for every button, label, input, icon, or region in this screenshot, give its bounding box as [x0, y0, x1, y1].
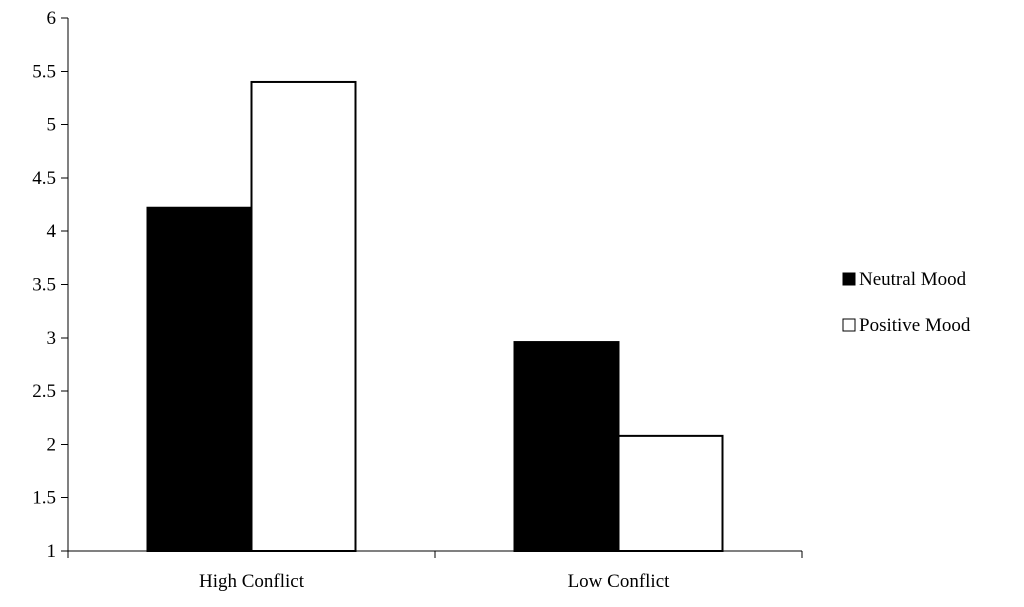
y-tick-label: 1.5 [32, 488, 56, 509]
y-tick-label: 2 [47, 434, 57, 455]
legend: Neutral Mood Positive Mood [842, 269, 971, 336]
y-tick-label: 4 [47, 221, 57, 242]
bar-positive-mood-low-conflict [617, 434, 724, 553]
y-axis-ticks: 1 1.5 2 2.5 3 3.5 4 4.5 5 5.5 6 [32, 8, 68, 562]
x-axis-ticks: High Conflict Low Conflict [67, 551, 803, 592]
x-tick-label: Low Conflict [568, 571, 671, 592]
y-tick-label: 3 [47, 328, 57, 349]
bar-positive-mood-high-conflict [250, 80, 357, 553]
legend-label: Positive Mood [859, 315, 971, 336]
y-tick-label: 2.5 [32, 381, 56, 402]
legend-swatch-positive-mood [842, 318, 856, 332]
y-tick-label: 5 [47, 115, 57, 136]
x-tick-label: High Conflict [199, 571, 305, 592]
legend-label: Neutral Mood [859, 269, 967, 290]
y-tick-label: 5.5 [32, 61, 56, 82]
y-tick-label: 3.5 [32, 275, 56, 296]
bar-neutral-mood-high-conflict [146, 206, 253, 553]
y-tick-label: 6 [47, 8, 57, 29]
bar-neutral-mood-low-conflict [513, 341, 620, 552]
y-tick-label: 4.5 [32, 168, 56, 189]
y-tick-label: 1 [47, 541, 57, 562]
bars-group [146, 80, 724, 553]
legend-swatch-neutral-mood [842, 272, 856, 286]
